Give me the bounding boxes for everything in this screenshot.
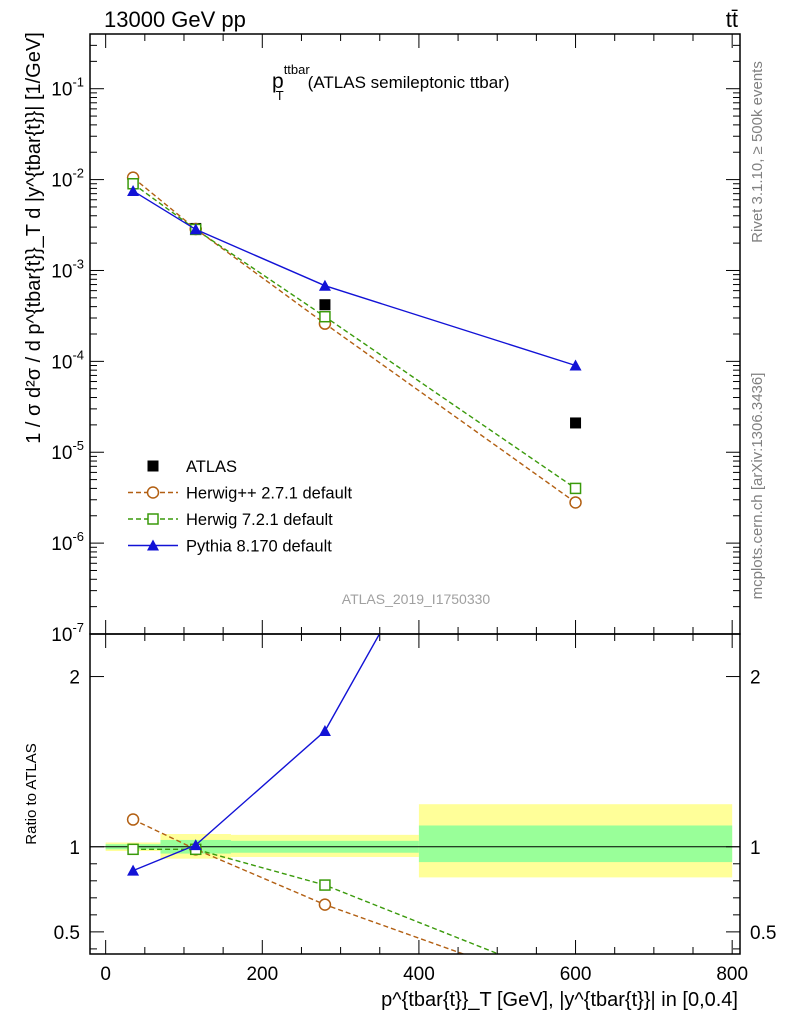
mcplots-label: mcplots.cern.ch [arXiv:1306.3436] (749, 373, 766, 600)
ratio-point (319, 879, 331, 891)
series-line (132, 177, 576, 504)
data-point (189, 223, 202, 235)
ratio-frame (89, 633, 741, 955)
data-point (318, 279, 331, 291)
ratio-y-tick-label: 1 (69, 838, 80, 859)
ratio-point (189, 839, 202, 851)
ratio-series-line (133, 848, 501, 954)
ratio-y-tick-labels: 0.5 0.5 1 1 2 2 (54, 668, 777, 944)
legend-entry-herwig-2-7-1-default: Herwig++ 2.7.1 default (128, 485, 352, 503)
legend-label: Herwig++ 2.7.1 default (186, 485, 352, 503)
legend-label: Pythia 8.170 default (186, 538, 332, 556)
ratio-uncertainty-bands (90, 804, 740, 878)
legend-marker (147, 460, 159, 472)
ratio-point (127, 843, 139, 856)
x-tick-label: 800 (716, 964, 748, 985)
main-y-tick-label: 10-3 (51, 256, 84, 282)
x-tick-label: 0 (100, 964, 111, 985)
series-line (132, 183, 576, 489)
main-y-tick-label: 10-1 (51, 75, 84, 101)
legend-label: Herwig 7.2.1 default (186, 511, 333, 529)
ratio-panel: 0.5 0.51 12 2 0 200 400 600 800 Ratio to ATLAS … (23, 633, 777, 1011)
main-y-tick-label: 10-7 (51, 620, 84, 646)
ratio-point (127, 864, 140, 876)
main-title: pttbar T (ATLAS semileptonic ttbar) (272, 62, 510, 103)
legend-marker (147, 513, 159, 525)
main-y-tick-label: 10-6 (51, 529, 84, 555)
legend-label: ATLAS (186, 458, 237, 476)
x-tick-label: 600 (560, 964, 592, 985)
main-title-symbol: p (272, 70, 284, 93)
ratio-point (318, 725, 331, 737)
ratio-y-tick-label-right: 1 (750, 838, 761, 859)
main-y-tick-labels: 10-7 10-6 10-5 10-4 10-3 10-2 10-1 (51, 75, 84, 646)
ratio-point (126, 813, 140, 826)
legend: ATLAS Herwig++ 2.7.1 default Herwig 7.2.1 … (128, 458, 352, 556)
data-point (569, 359, 582, 371)
data-point (127, 184, 140, 196)
band-green (418, 825, 733, 863)
x-tick-labels: 0 200 400 600 800 (100, 964, 748, 985)
main-title-subscript: T (276, 88, 284, 103)
data-point (570, 417, 582, 429)
ratio-y-axis-label: Ratio to ATLAS (23, 743, 40, 844)
process-label: tt̄ (726, 7, 738, 32)
series-line (132, 190, 576, 367)
x-axis-label: p^{tbar{t}}_T [GeV], |y^{tbar{t}}| in [0… (381, 989, 738, 1011)
x-tick-label: 400 (403, 964, 435, 985)
ratio-series (126, 634, 501, 954)
rivet-version-label: Rivet 3.1.10, ≥ 500k events (749, 61, 766, 243)
main-y-tick-label: 10-2 (51, 166, 84, 192)
legend-entry-herwig-7-2-1-default: Herwig 7.2.1 default (128, 511, 333, 529)
x-tick-label: 200 (246, 964, 278, 985)
series-pythia-8-170-default (127, 184, 582, 371)
main-y-tick-label: 10-5 (51, 438, 84, 464)
ratio-series-pythia-8-170-default (127, 634, 381, 876)
main-y-tick-label: 10-4 (51, 347, 84, 373)
legend-entry-pythia-8-170-default: Pythia 8.170 default (128, 538, 332, 556)
main-axis-ticks (90, 33, 740, 635)
main-title-superscript: ttbar (284, 62, 311, 77)
legend-marker (147, 539, 159, 551)
ratio-point (318, 898, 332, 911)
legend-entry-atlas: ATLAS (147, 458, 237, 476)
ratio-y-tick-label: 0.5 (54, 923, 80, 944)
series-atlas (127, 177, 582, 429)
data-point (569, 482, 582, 495)
main-y-axis-label: 1 / σ d²σ / d p^{tbar{t}}_T d |y^{tbar{t… (23, 32, 45, 444)
data-point (319, 310, 331, 323)
ratio-y-tick-label: 2 (69, 668, 80, 689)
series-herwig-2-7-1-default (126, 171, 582, 509)
energy-label: 13000 GeV pp (104, 7, 246, 32)
ratio-axis-ticks (90, 634, 740, 954)
ratio-y-tick-label-right: 2 (750, 668, 761, 689)
ratio-series-line (132, 634, 381, 872)
main-series (126, 171, 582, 509)
data-point (319, 299, 331, 311)
main-panel: 10-7 10-6 10-5 10-4 10-3 10-2 10-1 pttbar T (ATL… (23, 32, 741, 646)
main-title-rest: (ATLAS semileptonic ttbar) (308, 73, 510, 92)
analysis-watermark: ATLAS_2019_I1750330 (342, 591, 491, 607)
data-point (569, 496, 582, 509)
legend-marker (146, 486, 160, 499)
ratio-y-tick-label-right: 0.5 (750, 923, 776, 944)
ratio-series-line (132, 818, 466, 954)
